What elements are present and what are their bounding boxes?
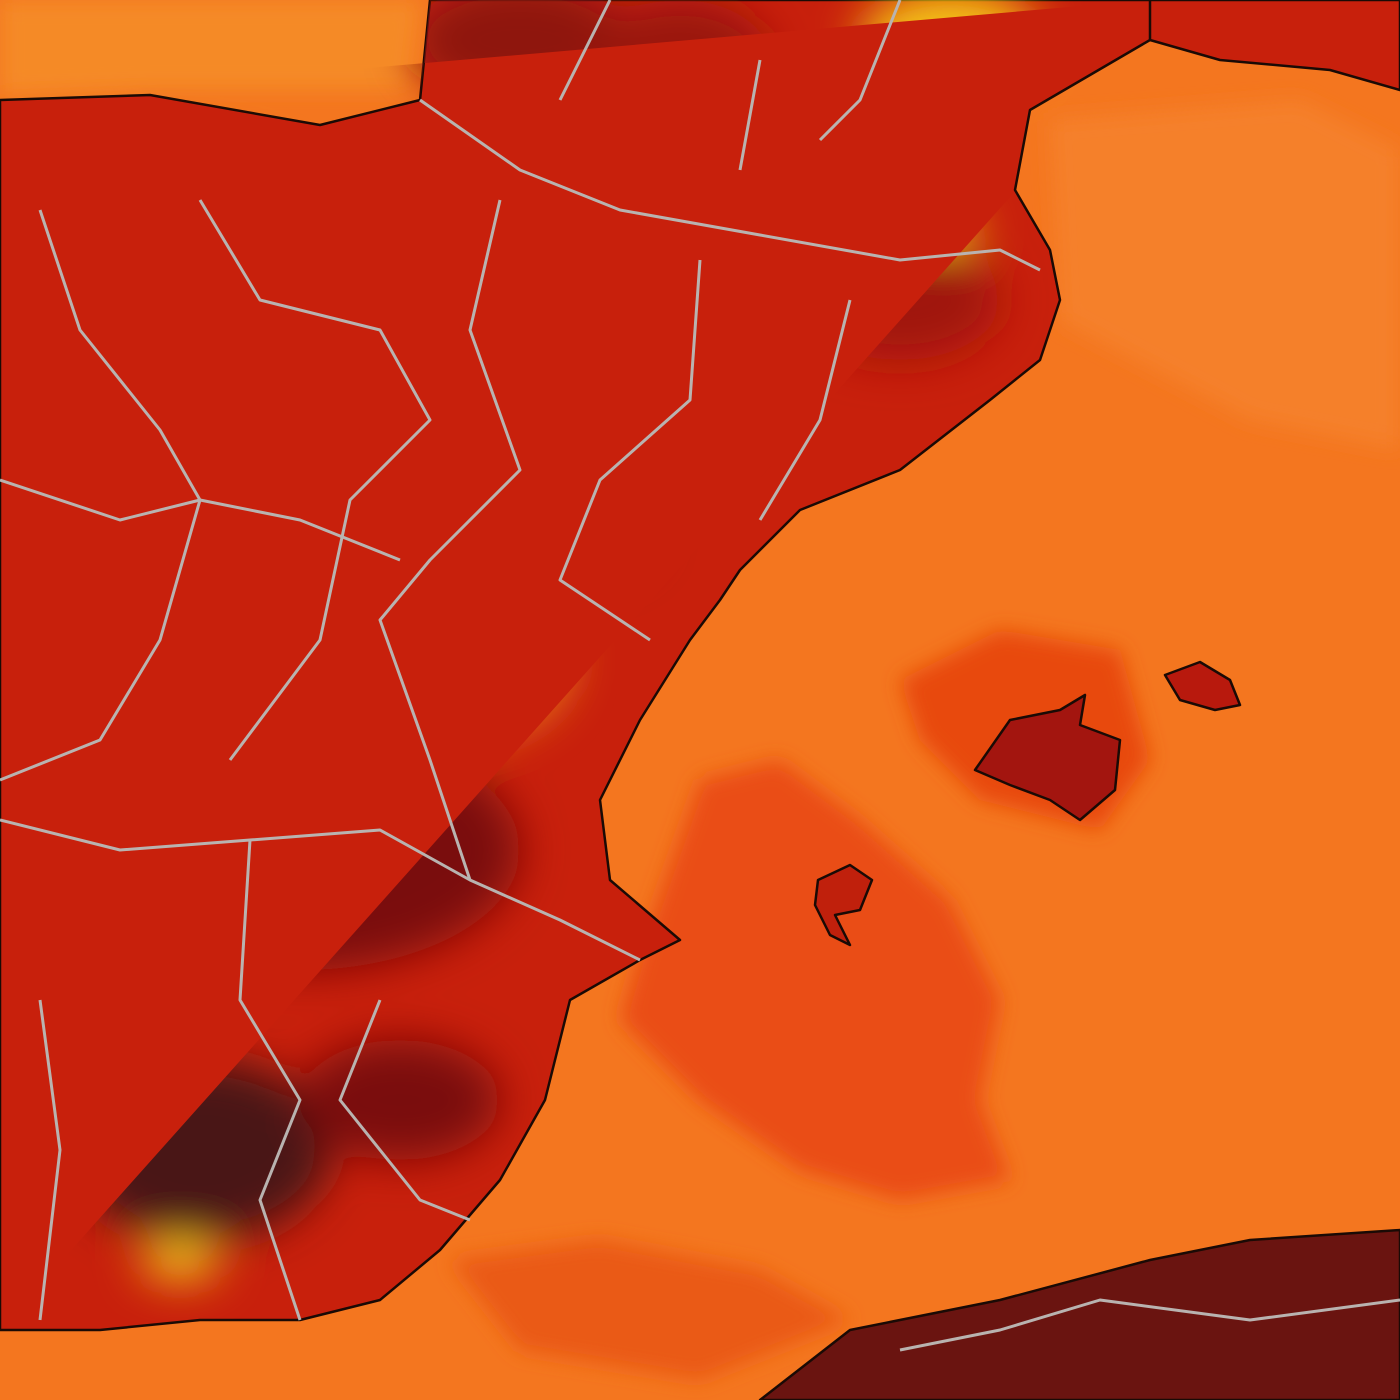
land <box>0 0 1400 1332</box>
borders <box>0 0 1400 1352</box>
mallorca <box>973 693 1122 822</box>
ibiza <box>813 863 874 947</box>
menorca <box>1163 660 1242 712</box>
africa <box>758 1228 1400 1400</box>
